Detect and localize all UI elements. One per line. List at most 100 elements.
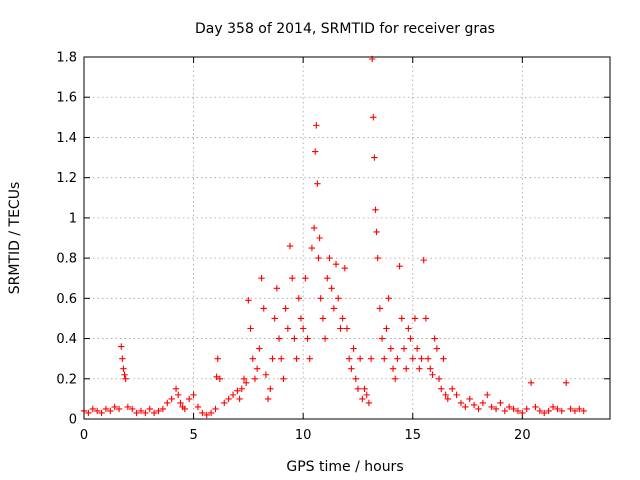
data-point	[302, 275, 309, 282]
data-point	[335, 295, 342, 302]
data-point	[475, 405, 482, 413]
y-axis-title: SRMTID / TECUs	[7, 182, 23, 295]
data-point	[286, 242, 294, 250]
data-point	[418, 355, 425, 362]
data-point	[280, 375, 287, 382]
data-point	[501, 407, 508, 415]
data-point	[413, 345, 421, 352]
data-point	[203, 411, 210, 419]
data-point	[444, 395, 452, 403]
data-point	[275, 335, 283, 342]
data-point	[370, 114, 377, 121]
data-point	[194, 403, 202, 411]
grid-lines	[84, 57, 610, 419]
data-point	[488, 403, 495, 411]
data-point	[440, 355, 447, 362]
data-point	[567, 405, 574, 413]
data-point	[85, 409, 92, 417]
data-point	[381, 355, 388, 362]
data-point	[199, 409, 206, 417]
data-point	[124, 403, 132, 411]
data-point	[164, 399, 171, 407]
data-point	[562, 379, 570, 386]
data-point	[258, 275, 265, 282]
data-point	[150, 409, 158, 417]
data-point	[470, 401, 478, 409]
data-point	[214, 355, 221, 362]
data-point	[431, 335, 438, 342]
data-point	[442, 391, 449, 399]
data-point	[102, 405, 110, 413]
data-point	[273, 285, 281, 292]
y-tick-label: 0.6	[56, 292, 77, 307]
data-point	[350, 345, 357, 352]
data-point	[120, 365, 127, 372]
data-point	[462, 403, 469, 411]
data-point	[549, 403, 557, 411]
data-point	[221, 399, 228, 407]
data-point	[385, 295, 392, 302]
data-point	[212, 405, 219, 413]
data-point	[352, 375, 359, 382]
data-point	[527, 379, 535, 386]
data-point	[262, 371, 270, 378]
data-point	[376, 305, 384, 312]
data-point	[284, 325, 292, 332]
x-tick-labels: 0 5 10 15 20	[80, 428, 531, 443]
data-point	[558, 407, 565, 415]
data-point	[339, 315, 346, 322]
data-point	[137, 407, 145, 415]
plot-frame	[83, 56, 611, 420]
data-point	[453, 391, 460, 399]
data-point	[359, 395, 366, 403]
data-point	[416, 365, 423, 372]
data-point	[121, 371, 128, 378]
data-point	[519, 409, 526, 417]
data-point	[312, 148, 319, 155]
data-point	[310, 224, 318, 232]
chart-title: Day 358 of 2014, SRMTID for receiver gra…	[195, 21, 495, 37]
data-point	[341, 264, 349, 272]
data-point	[308, 244, 316, 252]
data-point	[449, 385, 456, 393]
data-point	[321, 335, 329, 342]
y-tick-label: 1	[69, 211, 77, 226]
data-point	[319, 315, 327, 322]
data-point	[328, 285, 335, 292]
data-point	[267, 385, 274, 393]
data-point	[98, 409, 105, 417]
data-point	[168, 395, 175, 403]
data-point	[282, 305, 289, 312]
data-point	[181, 405, 189, 413]
data-point	[571, 407, 579, 415]
data-point	[326, 254, 333, 262]
data-point	[278, 355, 285, 362]
data-point	[133, 409, 140, 417]
data-point	[429, 371, 436, 378]
y-tick-label: 1.4	[56, 131, 77, 146]
data-point	[374, 254, 381, 262]
data-point	[236, 395, 243, 403]
data-point	[479, 399, 487, 407]
data-point	[207, 409, 215, 417]
data-point	[115, 405, 123, 413]
data-point	[348, 365, 355, 372]
axis-ticks	[83, 56, 610, 420]
data-point	[523, 405, 530, 413]
data-point	[373, 228, 380, 236]
data-point	[356, 355, 364, 362]
y-tick-label: 0	[69, 413, 77, 428]
data-point	[400, 345, 408, 352]
data-point	[389, 365, 397, 372]
data-point	[492, 405, 500, 413]
data-point	[427, 365, 434, 372]
data-point	[107, 407, 114, 415]
data-point	[122, 375, 129, 382]
data-point	[433, 345, 441, 352]
data-point	[402, 365, 410, 372]
data-point	[89, 405, 96, 413]
data-point	[387, 345, 395, 352]
data-point	[297, 315, 305, 322]
x-tick-label: 10	[295, 428, 312, 443]
data-point	[383, 325, 390, 332]
